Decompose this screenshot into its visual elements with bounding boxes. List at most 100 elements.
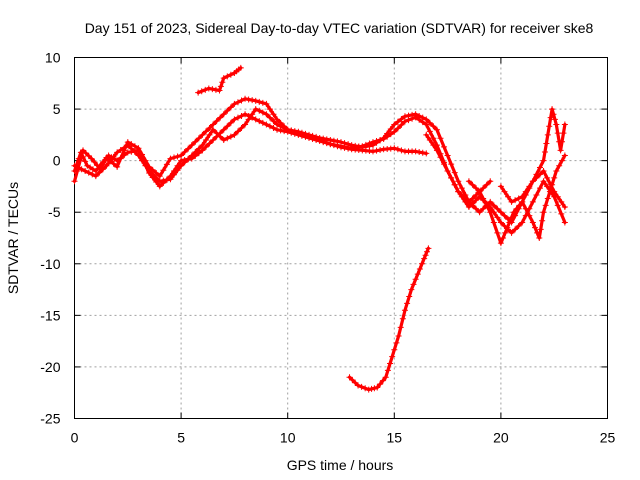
data-point	[501, 188, 508, 195]
data-point	[202, 128, 209, 135]
data-point	[469, 195, 476, 202]
data-point	[270, 111, 277, 118]
data-point	[494, 214, 501, 221]
data-point	[561, 219, 568, 226]
data-point	[346, 374, 353, 381]
data-point	[219, 79, 226, 86]
data-point	[231, 100, 238, 107]
data-point	[561, 121, 568, 128]
data-point	[352, 142, 359, 149]
data-point	[536, 235, 543, 241]
data-point	[365, 386, 372, 393]
data-point	[540, 167, 547, 174]
data-point	[192, 138, 199, 145]
data-point	[549, 106, 556, 113]
data-point	[462, 198, 469, 205]
data-point	[188, 152, 195, 159]
data-point	[377, 146, 384, 153]
data-point	[416, 112, 423, 119]
data-point	[234, 128, 241, 135]
data-point	[245, 116, 252, 123]
data-point	[540, 209, 547, 216]
data-point	[263, 121, 270, 128]
data-point	[455, 188, 462, 195]
data-point	[302, 130, 309, 137]
data-point	[430, 142, 437, 149]
data-point	[139, 157, 146, 164]
data-point	[96, 169, 103, 176]
data-point	[306, 131, 313, 138]
data-point	[210, 121, 217, 128]
data-point	[366, 142, 373, 149]
data-point	[437, 135, 444, 142]
data-point	[266, 106, 273, 113]
data-point	[242, 95, 249, 102]
data-point	[414, 271, 421, 278]
data-point	[212, 86, 219, 93]
data-point	[419, 260, 426, 267]
data-point	[94, 162, 101, 169]
data-point	[473, 185, 480, 192]
y-tick-label: -15	[40, 307, 60, 323]
data-point	[195, 135, 202, 142]
data-point	[213, 118, 220, 125]
data-point	[224, 73, 231, 80]
data-point	[377, 381, 384, 388]
data-point	[412, 276, 419, 283]
data-point	[352, 379, 359, 386]
data-point	[550, 111, 557, 118]
data-point	[512, 226, 519, 233]
data-point	[553, 167, 560, 174]
data-point	[458, 185, 465, 192]
data-point	[238, 112, 245, 119]
data-point	[202, 137, 209, 144]
data-point	[533, 192, 540, 199]
data-point	[209, 86, 216, 93]
data-point	[185, 145, 192, 152]
data-point	[522, 188, 529, 195]
data-point	[557, 147, 564, 154]
data-point	[82, 150, 89, 157]
data-point	[533, 171, 540, 178]
data-point	[206, 140, 213, 147]
data-point	[368, 385, 375, 392]
data-point	[231, 131, 238, 138]
data-point	[102, 156, 109, 163]
data-point	[85, 169, 92, 176]
data-point	[506, 219, 513, 226]
data-point	[256, 107, 263, 114]
data-point	[206, 124, 213, 131]
y-tick-label: 10	[45, 50, 61, 66]
data-point	[497, 183, 504, 190]
data-point	[542, 202, 549, 209]
data-point	[401, 118, 408, 125]
data-point	[237, 64, 244, 71]
data-point	[558, 198, 565, 205]
data-point	[483, 181, 490, 188]
series	[71, 64, 568, 393]
data-point	[394, 125, 401, 132]
data-point	[560, 130, 567, 137]
data-point	[516, 202, 523, 209]
data-point	[89, 171, 96, 178]
data-point	[107, 158, 114, 165]
data-point	[131, 149, 138, 156]
x-tick-label: 15	[387, 430, 403, 446]
data-point	[513, 205, 520, 212]
data-point	[544, 131, 551, 138]
data-point	[263, 111, 270, 118]
data-point	[512, 197, 519, 204]
data-point	[404, 300, 411, 307]
data-point	[502, 229, 509, 236]
data-point	[234, 114, 241, 121]
data-point	[433, 147, 440, 154]
data-point	[469, 181, 476, 188]
data-point	[397, 324, 404, 331]
data-point	[220, 111, 227, 118]
data-point	[195, 89, 202, 96]
data-point	[135, 147, 142, 154]
data-point	[249, 97, 256, 104]
data-point	[401, 113, 408, 120]
data-point	[410, 281, 417, 288]
data-point	[508, 229, 515, 236]
